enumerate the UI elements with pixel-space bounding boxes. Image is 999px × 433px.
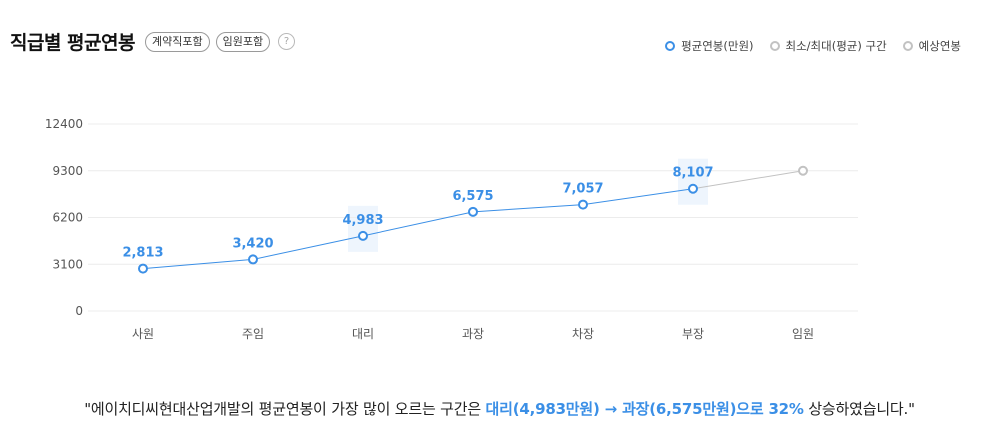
data-point-0-1 [248,254,258,265]
legend-item-expected: 예상연봉 [902,38,961,54]
data-point-0-2 [358,230,368,241]
salary-line-chart: 0 3100 6200 9300 12400 사원 주임 대리 과장 차장 부장 임원 2,813 3,4… [45,117,858,341]
y-tick-label-1: 3100 [52,257,83,271]
chart-header: 직급별 평균연봉 계약직포함 임원포함 ? [10,28,296,55]
x-tick-label-0: 사원 [132,327,154,341]
legend-label-range: 최소/최대(평균) 구간 [785,39,887,53]
x-tick-label-2: 대리 [352,327,374,341]
data-point-0-0 [138,263,148,274]
x-tick-label-6: 임원 [792,327,814,341]
highlight-band-5 [678,158,708,205]
series-line-0 [142,188,694,270]
x-tick-label-3: 과장 [462,327,484,341]
data-label-0-4: 7,057 [562,182,603,197]
executive-included-tag[interactable]: 임원포함 [215,31,271,52]
x-tick-label-4: 차장 [572,327,594,341]
summary-suffix: 상승하였습니다." [803,400,915,418]
x-tick-label-1: 주임 [242,327,264,341]
x-tick-label-5: 부장 [682,327,704,341]
y-tick-label-3: 9300 [52,164,83,178]
summary-highlight: 대리(4,983만원) → 과장(6,575만원)으로 32% [485,400,804,418]
data-label-0-5: 8,107 [672,166,713,181]
data-label-0-0: 2,813 [122,246,163,261]
legend-marker-average [665,41,676,51]
y-tick-label-0: 0 [75,304,83,318]
data-point-0-4 [578,199,588,210]
summary-text: "에이치디씨현대산업개발의 평균연봉이 가장 많이 오르는 구간은 대리(4,9… [0,398,999,419]
legend-label-expected: 예상연봉 [918,39,961,53]
legend-item-average: 평균연봉(만원) [665,38,754,54]
legend-label-average: 평균연봉(만원) [681,39,754,53]
summary-prefix: "에이치디씨현대산업개발의 평균연봉이 가장 많이 오르는 구간은 [84,400,486,418]
page-title: 직급별 평균연봉 [10,32,135,54]
data-label-0-3: 6,575 [452,189,493,204]
series-line-1 [692,170,804,190]
help-icon[interactable]: ? [278,33,296,50]
data-point-0-5 [688,183,698,194]
y-tick-label-4: 12400 [45,117,83,131]
y-tick-label-2: 6200 [52,211,83,225]
contract-included-tag[interactable]: 계약직포함 [144,31,210,52]
data-point-1-6 [798,165,808,176]
legend-marker-expected [902,41,913,51]
data-point-0-3 [468,206,478,217]
legend-marker-range [769,41,780,51]
chart-legend: 평균연봉(만원) 최소/최대(평균) 구간 예상연봉 [665,38,961,54]
highlight-band-2 [348,205,378,252]
legend-item-range: 최소/최대(평균) 구간 [769,38,887,54]
data-label-0-2: 4,983 [342,213,383,228]
data-label-0-1: 3,420 [232,236,273,251]
